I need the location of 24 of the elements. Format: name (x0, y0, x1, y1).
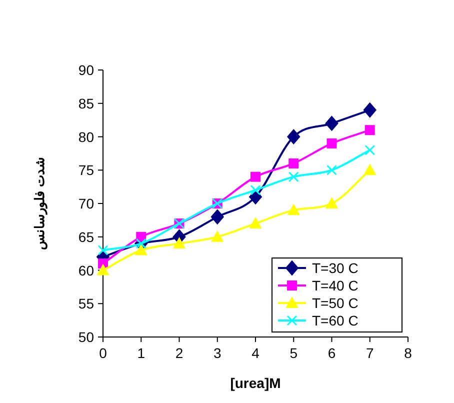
x-tick-label: 3 (213, 345, 222, 361)
y-axis-title: شدت فلورسانس (32, 157, 48, 250)
x-tick-label: 8 (404, 345, 412, 361)
x-axis-title: [urea]M (230, 375, 281, 391)
x-tick-label: 1 (137, 345, 146, 361)
x-tick-label: 4 (252, 345, 260, 361)
y-tick-label: 90 (78, 62, 94, 78)
x-tick-label: 0 (99, 345, 108, 361)
y-tick-label: 50 (78, 329, 94, 345)
y-tick-label: 75 (78, 162, 94, 178)
y-tick-label: 85 (78, 95, 94, 112)
x-tick-label: 5 (290, 345, 298, 361)
legend-label: T=50 C (312, 295, 358, 311)
y-tick-label: 65 (78, 228, 94, 245)
y-tick-label: 70 (78, 196, 94, 212)
x-tick-label: 6 (328, 345, 336, 361)
legend-label: T=40 C (312, 278, 358, 294)
y-tick-label: 80 (78, 128, 94, 145)
x-tick-label: 7 (366, 345, 374, 361)
legend-label: T=30 C (312, 260, 358, 276)
y-tick-label: 60 (78, 262, 94, 278)
y-tick-label: 55 (78, 296, 94, 312)
x-tick-label: 2 (175, 345, 184, 361)
legend-label: T=60 C (312, 312, 358, 328)
